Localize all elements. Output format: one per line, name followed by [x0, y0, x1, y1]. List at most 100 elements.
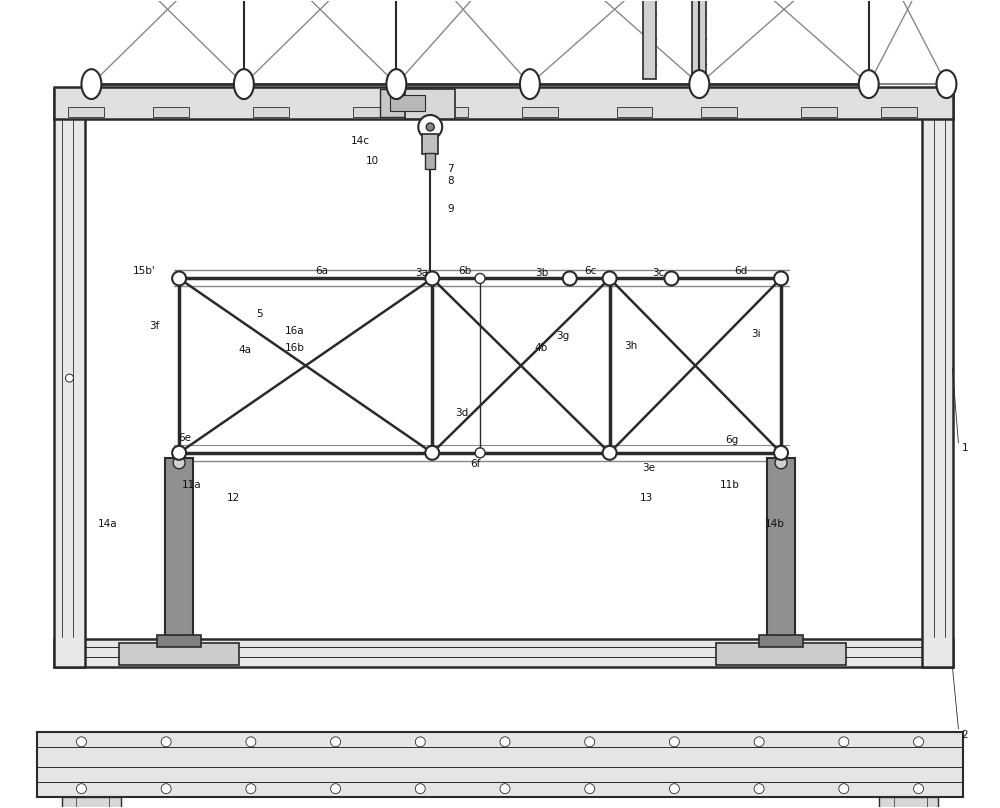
Bar: [353, 107, 388, 117]
Bar: [157, 635, 201, 647]
Circle shape: [172, 271, 186, 285]
Text: 14b: 14b: [765, 519, 785, 528]
Bar: [617, 107, 652, 117]
Circle shape: [669, 737, 679, 747]
Text: 6d: 6d: [734, 267, 747, 276]
Bar: [881, 107, 917, 117]
Circle shape: [425, 271, 439, 285]
Circle shape: [418, 115, 442, 139]
Bar: [425, 153, 435, 169]
Text: 15b': 15b': [133, 267, 156, 276]
Circle shape: [426, 123, 434, 131]
Text: 9: 9: [447, 204, 454, 213]
Text: 16b: 16b: [285, 343, 305, 353]
Text: 4b: 4b: [535, 343, 548, 353]
Text: 3i: 3i: [751, 329, 761, 339]
Bar: [922, 89, 953, 667]
Ellipse shape: [859, 70, 879, 98]
Circle shape: [914, 737, 924, 747]
Text: 1: 1: [961, 443, 968, 452]
Bar: [716, 643, 846, 665]
Circle shape: [563, 271, 577, 285]
Text: 4a: 4a: [239, 345, 252, 356]
Text: 2: 2: [961, 730, 968, 740]
Circle shape: [475, 448, 485, 458]
Text: 11b: 11b: [720, 480, 740, 490]
Text: 14a: 14a: [97, 519, 117, 528]
Circle shape: [585, 784, 595, 793]
Circle shape: [415, 737, 425, 747]
Text: 3e: 3e: [643, 463, 656, 473]
Circle shape: [173, 457, 185, 469]
Bar: [767, 458, 795, 638]
Text: 6a: 6a: [316, 267, 329, 276]
Bar: [119, 643, 239, 665]
Circle shape: [161, 784, 171, 793]
Bar: [522, 107, 558, 117]
Ellipse shape: [386, 69, 406, 99]
Text: 12: 12: [227, 493, 240, 503]
Bar: [692, 0, 706, 79]
Circle shape: [754, 737, 764, 747]
Circle shape: [161, 737, 171, 747]
Ellipse shape: [234, 69, 254, 99]
Circle shape: [603, 446, 617, 460]
Text: 3b: 3b: [535, 268, 548, 279]
Circle shape: [425, 446, 439, 460]
Circle shape: [475, 273, 485, 284]
Bar: [153, 107, 189, 117]
Circle shape: [500, 737, 510, 747]
Circle shape: [914, 784, 924, 793]
Circle shape: [415, 784, 425, 793]
Text: 11a: 11a: [182, 480, 202, 490]
Circle shape: [754, 784, 764, 793]
Text: 10: 10: [365, 156, 379, 166]
Circle shape: [246, 737, 256, 747]
Circle shape: [839, 784, 849, 793]
Text: 5: 5: [256, 309, 262, 319]
Text: 6e: 6e: [178, 433, 191, 443]
Bar: [432, 107, 468, 117]
Ellipse shape: [936, 70, 956, 98]
Bar: [62, 797, 121, 808]
Text: 8: 8: [447, 176, 454, 186]
Bar: [643, 0, 656, 79]
Circle shape: [65, 374, 73, 382]
Bar: [253, 107, 289, 117]
Text: 6c: 6c: [585, 267, 597, 276]
Ellipse shape: [81, 69, 101, 99]
Circle shape: [774, 271, 788, 285]
Circle shape: [774, 446, 788, 460]
Circle shape: [603, 271, 617, 285]
Circle shape: [172, 446, 186, 460]
Circle shape: [331, 784, 341, 793]
Circle shape: [246, 784, 256, 793]
Ellipse shape: [689, 70, 709, 98]
Text: 16a: 16a: [285, 326, 304, 336]
Bar: [390, 95, 425, 111]
Bar: [879, 797, 938, 808]
Circle shape: [331, 737, 341, 747]
Bar: [405, 89, 455, 119]
Circle shape: [839, 737, 849, 747]
Text: 3f: 3f: [149, 322, 160, 331]
Text: 3g: 3g: [556, 331, 569, 341]
Bar: [380, 89, 435, 117]
Bar: [701, 107, 737, 117]
Text: 14c: 14c: [351, 136, 370, 146]
Text: 6b: 6b: [458, 267, 471, 276]
Text: 6f: 6f: [470, 459, 480, 469]
Bar: [165, 458, 193, 638]
Circle shape: [669, 784, 679, 793]
Bar: [54, 87, 953, 119]
Bar: [422, 134, 438, 154]
Text: 3a: 3a: [415, 268, 428, 279]
Circle shape: [775, 457, 787, 469]
Text: 3d: 3d: [455, 408, 468, 418]
Circle shape: [500, 784, 510, 793]
Bar: [37, 732, 963, 797]
Circle shape: [76, 784, 86, 793]
Bar: [54, 89, 85, 667]
Bar: [54, 639, 953, 667]
Circle shape: [664, 271, 678, 285]
